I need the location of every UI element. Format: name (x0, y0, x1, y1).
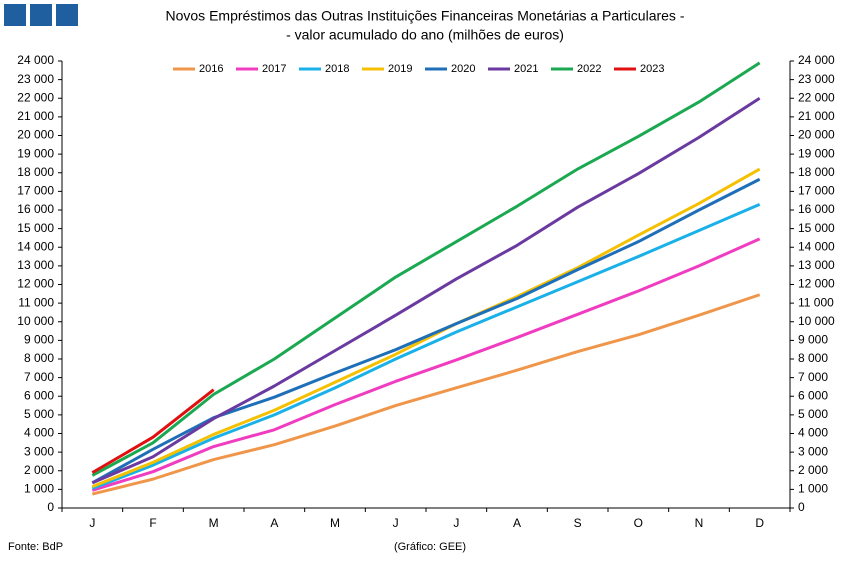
legend-label: 2022 (577, 63, 601, 75)
y2-tick-label: 4 000 (798, 426, 828, 440)
y-tick-label: 18 000 (17, 165, 54, 179)
series-line (91, 237, 761, 492)
legend-label: 2023 (640, 63, 664, 75)
y2-tick-label: 13 000 (798, 258, 835, 272)
y2-tick-label: 16 000 (798, 202, 835, 216)
y-tick-label: 20 000 (17, 128, 54, 142)
chart-title: Novos Empréstimos das Outras Instituiçõe… (166, 8, 685, 24)
y2-tick-label: 21 000 (798, 109, 835, 123)
x-tick-label: S (574, 516, 582, 530)
y-tick-label: 8 000 (24, 351, 54, 365)
credit: (Gráfico: GEE) (394, 541, 466, 553)
y-tick-label: 21 000 (17, 109, 54, 123)
y2-tick-label: 11 000 (798, 295, 834, 309)
y2-tick-label: 5 000 (798, 407, 828, 421)
y2-tick-label: 15 000 (798, 221, 835, 235)
y-tick-label: 15 000 (17, 221, 54, 235)
y2-tick-label: 9 000 (798, 333, 828, 347)
logo-block (30, 4, 52, 26)
legend-label: 2021 (514, 63, 538, 75)
y2-tick-label: 10 000 (798, 314, 835, 328)
y2-tick-label: 12 000 (798, 277, 835, 291)
legend-label: 2017 (262, 63, 286, 75)
legend-label: 2019 (388, 63, 412, 75)
x-tick-label: M (330, 516, 340, 530)
x-tick-label: F (149, 516, 156, 530)
y-tick-label: 0 (47, 500, 54, 514)
y-tick-label: 9 000 (24, 333, 54, 347)
legend-label: 2016 (199, 63, 223, 75)
y2-tick-label: 14 000 (798, 239, 835, 253)
series-line (91, 96, 761, 485)
y-tick-label: 17 000 (17, 184, 54, 198)
y2-tick-label: 6 000 (798, 388, 828, 402)
y2-tick-label: 20 000 (798, 128, 835, 142)
x-tick-label: J (393, 516, 399, 530)
x-tick-label: A (513, 516, 521, 530)
y2-tick-label: 18 000 (798, 165, 835, 179)
series-line (91, 167, 761, 488)
y-tick-label: 24 000 (17, 53, 54, 67)
legend-label: 2018 (325, 63, 349, 75)
y2-tick-label: 8 000 (798, 351, 828, 365)
y2-tick-label: 17 000 (798, 184, 835, 198)
series-line (91, 203, 761, 490)
x-tick-label: A (270, 516, 278, 530)
logo-block (4, 4, 26, 26)
y-tick-label: 11 000 (18, 295, 54, 309)
y-tick-label: 13 000 (17, 258, 54, 272)
x-tick-label: D (755, 516, 764, 530)
series-line (91, 177, 761, 485)
y-tick-label: 22 000 (17, 90, 54, 104)
source: Fonte: BdP (8, 541, 63, 553)
y-tick-label: 4 000 (24, 426, 54, 440)
y-tick-label: 10 000 (17, 314, 54, 328)
y2-tick-label: 3 000 (798, 444, 828, 458)
y-tick-label: 14 000 (17, 239, 54, 253)
series-line (91, 293, 761, 496)
y-tick-label: 2 000 (24, 463, 54, 477)
x-tick-label: M (209, 516, 219, 530)
y-tick-label: 23 000 (17, 72, 54, 86)
series-line (91, 388, 215, 474)
y-tick-label: 7 000 (24, 370, 54, 384)
y2-tick-label: 1 000 (798, 482, 828, 496)
y-tick-label: 1 000 (24, 482, 54, 496)
y-tick-label: 5 000 (24, 407, 54, 421)
series-line (91, 61, 761, 477)
x-tick-label: O (634, 516, 643, 530)
y2-tick-label: 0 (798, 500, 805, 514)
x-tick-label: J (89, 516, 95, 530)
y2-tick-label: 19 000 (798, 146, 835, 160)
x-tick-label: J (453, 516, 459, 530)
y-tick-label: 16 000 (17, 202, 54, 216)
y2-tick-label: 24 000 (798, 53, 835, 67)
logo-block (56, 4, 78, 26)
y2-tick-label: 22 000 (798, 90, 835, 104)
legend-label: 2020 (451, 63, 475, 75)
y2-tick-label: 23 000 (798, 72, 835, 86)
y-tick-label: 6 000 (24, 388, 54, 402)
y2-tick-label: 2 000 (798, 463, 828, 477)
y2-tick-label: 7 000 (798, 370, 828, 384)
y-tick-label: 3 000 (24, 444, 54, 458)
chart-title: - valor acumulado do ano (milhões de eur… (286, 27, 564, 43)
y-tick-label: 19 000 (17, 146, 54, 160)
y-tick-label: 12 000 (17, 277, 54, 291)
x-tick-label: N (695, 516, 704, 530)
